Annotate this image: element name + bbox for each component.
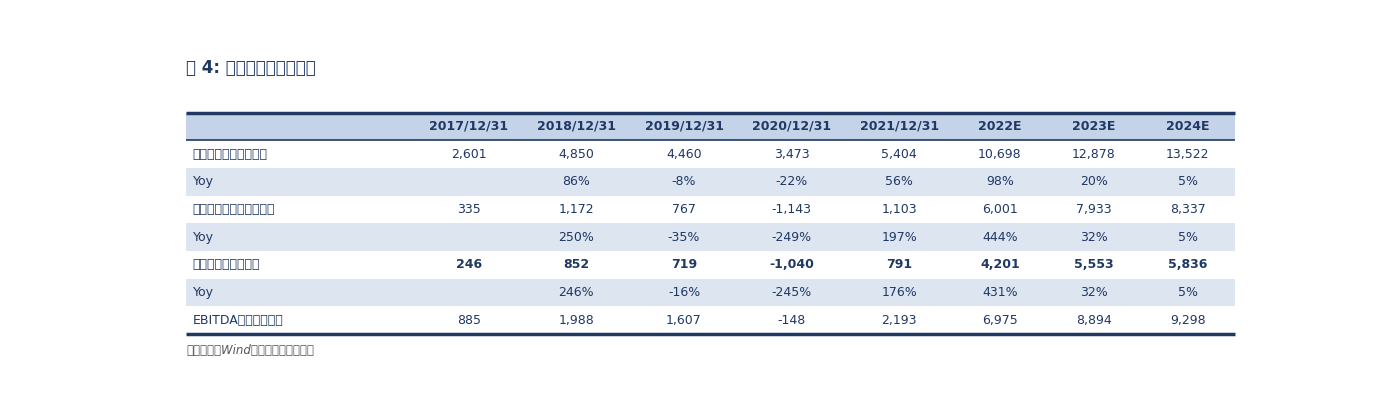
Text: 9,298: 9,298 xyxy=(1170,314,1206,327)
Text: 250%: 250% xyxy=(559,231,595,244)
Text: 444%: 444% xyxy=(983,231,1017,244)
Text: 197%: 197% xyxy=(881,231,918,244)
Text: Yoy: Yoy xyxy=(193,175,213,188)
Text: 32%: 32% xyxy=(1080,231,1107,244)
Text: 净利润（百万澳元）: 净利润（百万澳元） xyxy=(193,259,261,271)
Bar xyxy=(186,168,1235,196)
Text: Yoy: Yoy xyxy=(193,286,213,299)
Text: 2023E: 2023E xyxy=(1071,120,1116,133)
Text: 32%: 32% xyxy=(1080,286,1107,299)
Text: -148: -148 xyxy=(778,314,805,327)
Text: 6,001: 6,001 xyxy=(983,203,1017,216)
Text: 1,103: 1,103 xyxy=(881,203,918,216)
Bar xyxy=(186,279,1235,307)
Text: 3,473: 3,473 xyxy=(773,148,809,161)
Text: -35%: -35% xyxy=(668,231,700,244)
Text: 4,460: 4,460 xyxy=(667,148,701,161)
Text: -1,040: -1,040 xyxy=(769,259,814,271)
Text: 335: 335 xyxy=(457,203,481,216)
Text: 13,522: 13,522 xyxy=(1166,148,1210,161)
Text: 98%: 98% xyxy=(985,175,1013,188)
Text: Yoy: Yoy xyxy=(193,231,213,244)
Text: 4,850: 4,850 xyxy=(559,148,595,161)
Text: 数据来源：Wind，信达证券研发中心: 数据来源：Wind，信达证券研发中心 xyxy=(186,344,315,357)
Text: 20%: 20% xyxy=(1080,175,1107,188)
Text: 246: 246 xyxy=(456,259,482,271)
Text: 2,601: 2,601 xyxy=(450,148,486,161)
Text: 2017/12/31: 2017/12/31 xyxy=(430,120,509,133)
Text: 除税前溢利（百万澳元）: 除税前溢利（百万澳元） xyxy=(193,203,274,216)
Text: 营业收入（百万澳元）: 营业收入（百万澳元） xyxy=(193,148,267,161)
Text: 1,172: 1,172 xyxy=(559,203,595,216)
Text: -1,143: -1,143 xyxy=(772,203,812,216)
Text: 431%: 431% xyxy=(983,286,1017,299)
Text: 6,975: 6,975 xyxy=(983,314,1017,327)
Text: 7,933: 7,933 xyxy=(1076,203,1112,216)
Text: 885: 885 xyxy=(457,314,481,327)
Text: 176%: 176% xyxy=(881,286,918,299)
Text: 246%: 246% xyxy=(559,286,595,299)
Bar xyxy=(186,251,1235,279)
Text: 2024E: 2024E xyxy=(1166,120,1210,133)
Text: 10,698: 10,698 xyxy=(979,148,1021,161)
Text: 2022E: 2022E xyxy=(979,120,1021,133)
Text: -249%: -249% xyxy=(772,231,812,244)
Text: 719: 719 xyxy=(671,259,697,271)
Text: 86%: 86% xyxy=(563,175,590,188)
Text: EBITDA（百万澳元）: EBITDA（百万澳元） xyxy=(193,314,283,327)
Bar xyxy=(186,113,1235,140)
Text: -22%: -22% xyxy=(775,175,808,188)
Bar xyxy=(186,307,1235,334)
Text: 表 4: 兖澳的盈利预测结果: 表 4: 兖澳的盈利预测结果 xyxy=(186,59,316,77)
Text: 5,836: 5,836 xyxy=(1168,259,1207,271)
Text: 791: 791 xyxy=(886,259,912,271)
Text: 2018/12/31: 2018/12/31 xyxy=(536,120,615,133)
Text: -245%: -245% xyxy=(772,286,812,299)
Text: 4,201: 4,201 xyxy=(980,259,1020,271)
Text: 2021/12/31: 2021/12/31 xyxy=(859,120,938,133)
Text: 5%: 5% xyxy=(1178,231,1198,244)
Text: 767: 767 xyxy=(672,203,696,216)
Text: 8,337: 8,337 xyxy=(1170,203,1206,216)
Text: 1,607: 1,607 xyxy=(667,314,701,327)
Text: 2020/12/31: 2020/12/31 xyxy=(753,120,832,133)
Text: 5%: 5% xyxy=(1178,286,1198,299)
Text: 1,988: 1,988 xyxy=(559,314,595,327)
Text: 56%: 56% xyxy=(886,175,913,188)
Text: 852: 852 xyxy=(563,259,589,271)
Text: -16%: -16% xyxy=(668,286,700,299)
Text: 5,553: 5,553 xyxy=(1074,259,1113,271)
Bar xyxy=(186,224,1235,251)
Text: 5,404: 5,404 xyxy=(881,148,918,161)
Text: 8,894: 8,894 xyxy=(1076,314,1112,327)
Text: 12,878: 12,878 xyxy=(1071,148,1116,161)
Text: 2,193: 2,193 xyxy=(881,314,918,327)
Text: -8%: -8% xyxy=(672,175,696,188)
Text: 5%: 5% xyxy=(1178,175,1198,188)
Bar xyxy=(186,140,1235,168)
Text: 2019/12/31: 2019/12/31 xyxy=(644,120,723,133)
Bar xyxy=(186,196,1235,224)
